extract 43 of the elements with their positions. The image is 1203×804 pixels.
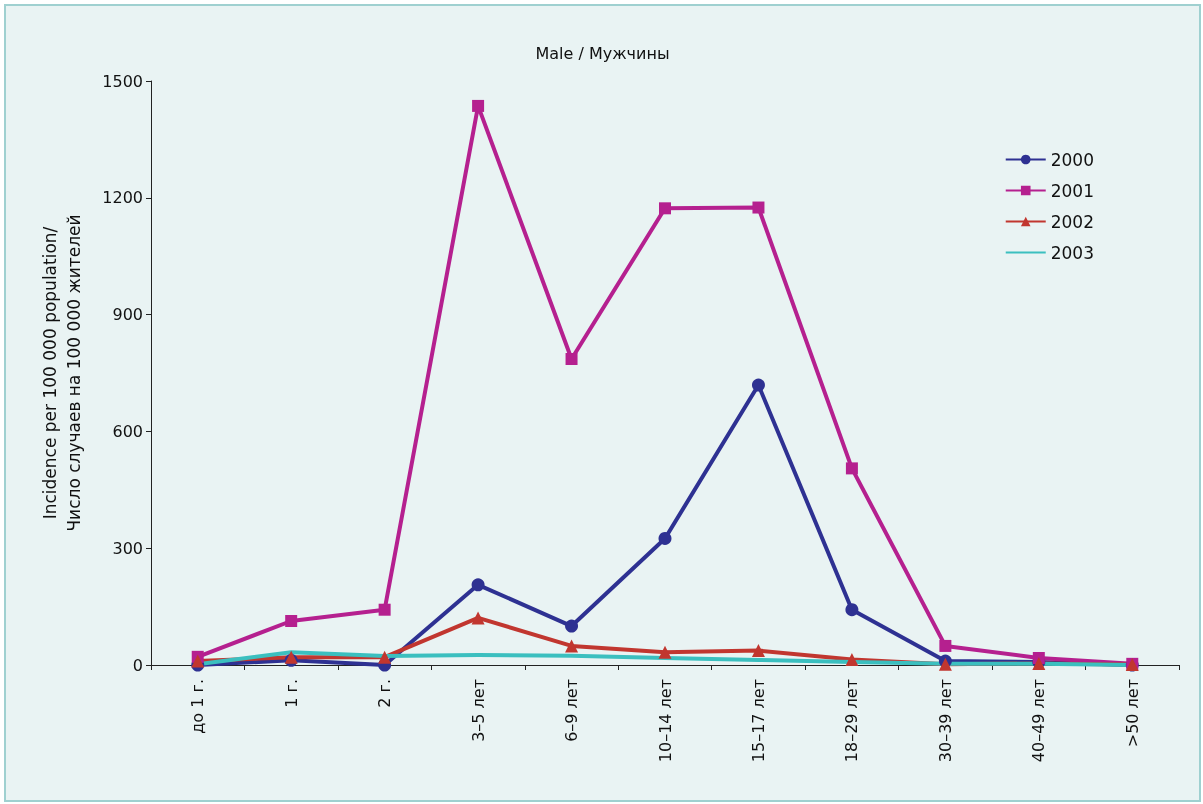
x-tick-label: >50 лет (1122, 679, 1142, 748)
point (565, 619, 579, 633)
point (565, 639, 579, 653)
legend-label: 2002 (1050, 211, 1094, 232)
x-tick-label: 10–14 лет (655, 679, 675, 763)
x-tick-label: 2 г. (375, 679, 395, 708)
point (285, 615, 298, 628)
x-tick-label: 1 г. (281, 679, 301, 708)
y-tick-label: 1200 (102, 188, 143, 208)
y-tick-label: 300 (112, 538, 143, 558)
x-tick-label: 30–39 лет (935, 679, 955, 763)
point (845, 462, 858, 475)
y-axis-title: Incidence per 100 000 population/ Число случаев на 100 000 жителей (40, 214, 84, 532)
x-tick-label: 3–5 лет (468, 679, 488, 742)
x-tick-label: до 1 г. (188, 679, 208, 734)
x-tick-label: 18–29 лет (842, 679, 862, 763)
point (565, 352, 578, 365)
point (658, 645, 672, 659)
point (658, 531, 672, 545)
x-tick-label: 15–17 лет (748, 679, 768, 763)
chart-title: Male / Мужчины (535, 43, 670, 63)
point (378, 603, 391, 616)
point (845, 603, 859, 617)
point (845, 653, 859, 667)
y-tick-label: 0 (132, 655, 143, 675)
point (939, 639, 952, 652)
point (751, 644, 765, 658)
legend-label: 2001 (1050, 180, 1094, 201)
point (378, 650, 392, 664)
x-tick-label: 6–9 лет (562, 679, 582, 742)
point (472, 99, 485, 112)
y-tick-label: 1500 (102, 71, 143, 91)
point (471, 611, 485, 625)
point (191, 654, 205, 668)
legend-label: 2003 (1050, 242, 1094, 263)
y-tick-label: 900 (112, 305, 143, 325)
legend-label: 2000 (1050, 149, 1094, 170)
point (659, 202, 671, 215)
point (752, 201, 765, 214)
point (471, 578, 485, 592)
x-tick-label: 40–49 лет (1029, 679, 1049, 763)
y-tick-label: 600 (112, 421, 143, 441)
point (751, 378, 765, 392)
